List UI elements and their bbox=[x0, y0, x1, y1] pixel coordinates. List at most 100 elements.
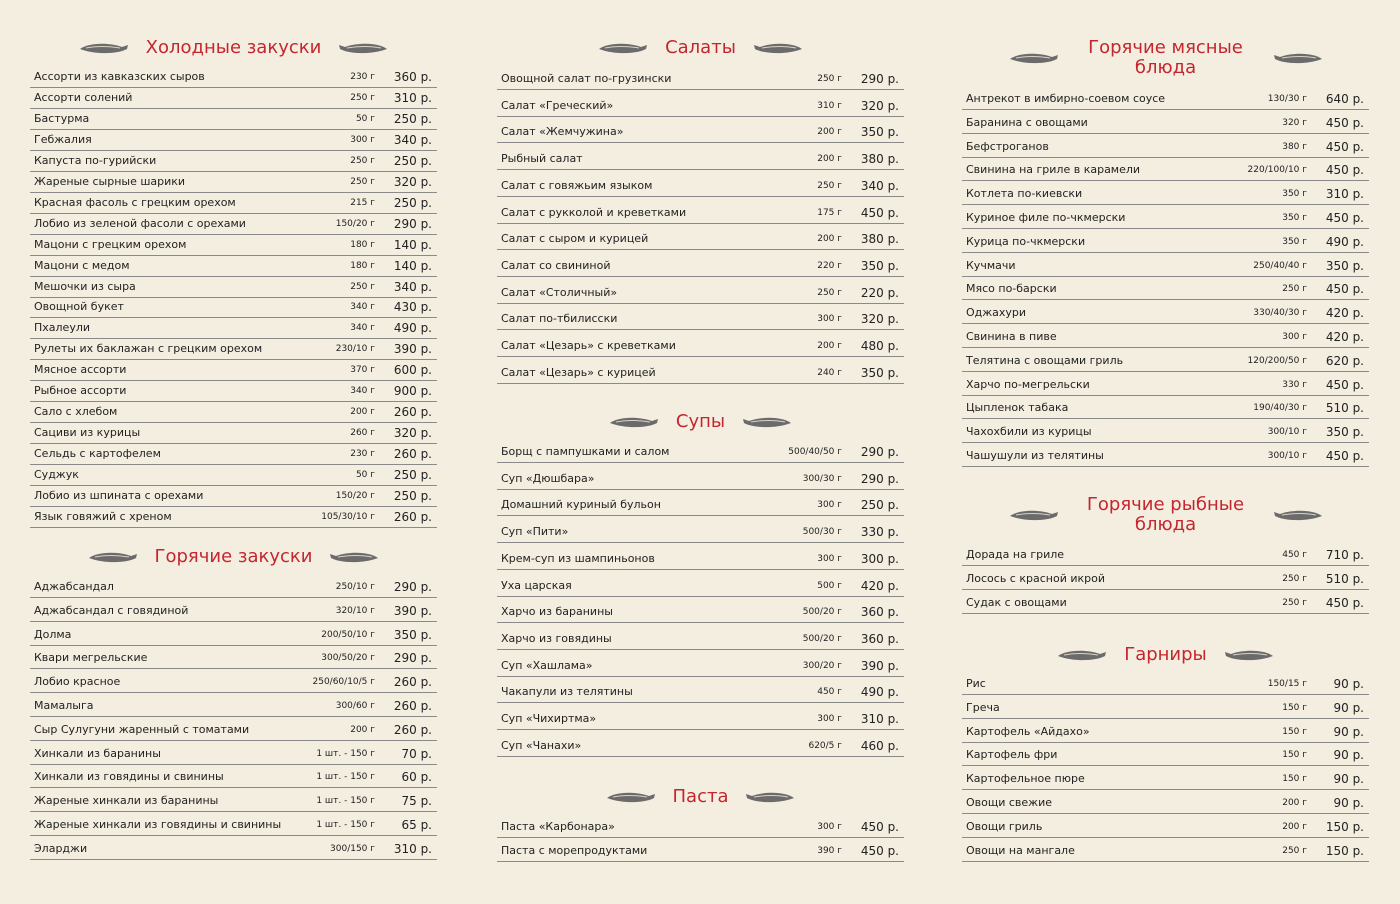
section-heading: Горячие закуски bbox=[30, 547, 437, 567]
section-title: Салаты bbox=[665, 37, 736, 58]
item-price: 450 р. bbox=[860, 205, 899, 220]
menu-item: Мацони с грецким орехом 180 г 140 р. bbox=[30, 235, 437, 256]
item-weight: 300 г bbox=[817, 714, 842, 724]
item-price: 250 р. bbox=[393, 195, 432, 210]
menu-item: Долма 200/50/10 г 350 р. bbox=[30, 625, 437, 646]
item-name: Лосось с красной икрой bbox=[966, 572, 1105, 585]
menu-item: Сациви из курицы 260 г 320 р. bbox=[30, 423, 437, 445]
menu-item: Красная фасоль с грецким орехом 215 г 250 … bbox=[30, 193, 437, 214]
menu-item: Салат «Греческий» 310 г 320 р. bbox=[497, 96, 904, 117]
section-title: Горячие рыбные блюда bbox=[1086, 494, 1245, 535]
item-weight: 320/10 г bbox=[335, 605, 375, 616]
menu-item: Картофельное пюре 150 г 90 р. bbox=[962, 769, 1369, 791]
item-price: 380 р. bbox=[860, 232, 899, 247]
item-name: Чакапули из телятины bbox=[501, 685, 633, 699]
item-weight: 120/200/50 г bbox=[1247, 355, 1307, 366]
item-weight: 200 г bbox=[817, 341, 842, 351]
menu-item: Салат с сыром и курицей 200 г 380 р. bbox=[497, 229, 904, 251]
item-name: Харчо из баранины bbox=[501, 605, 613, 619]
item-weight: 500/20 г bbox=[802, 607, 842, 618]
chili-icon bbox=[609, 417, 658, 428]
item-weight: 230 г bbox=[350, 72, 375, 82]
item-name: Салат «Столичный» bbox=[501, 285, 618, 299]
item-price: 300 р. bbox=[860, 551, 899, 566]
item-price: 290 р. bbox=[393, 216, 432, 231]
item-name: Харчо из говядины bbox=[501, 631, 612, 645]
item-weight: 200/50/10 г bbox=[321, 629, 375, 640]
item-name: Мацони с грецким орехом bbox=[34, 237, 187, 251]
menu-item: Квари мегрельские 300/50/20 г 290 р. bbox=[30, 648, 437, 670]
menu-item: Суп «Дюшбара» 300/30 г 290 р. bbox=[497, 469, 904, 490]
item-weight: 1 шт. - 150 г bbox=[316, 772, 375, 783]
item-weight: 330/40/30 г bbox=[1253, 308, 1307, 319]
item-weight: 220 г bbox=[817, 260, 842, 271]
item-price: 290 р. bbox=[860, 445, 899, 459]
menu-item: Суп «Чанахи» 620/5 г 460 р. bbox=[497, 736, 904, 757]
menu-item: Судак с овощами 250 г 450 р. bbox=[962, 593, 1369, 614]
item-weight: 300 г bbox=[350, 134, 375, 145]
item-weight: 250 г bbox=[817, 287, 842, 298]
item-name: Аджабсандал с говядиной bbox=[34, 603, 189, 617]
item-weight: 130/30 г bbox=[1267, 94, 1307, 104]
item-price: 490 р. bbox=[860, 685, 899, 700]
item-price: 390 р. bbox=[393, 342, 432, 357]
menu-item: Мамалыга 300/60 г 260 р. bbox=[30, 696, 437, 717]
menu-item: Жареные хинкали из баранины 1 шт. - 150 г… bbox=[30, 791, 437, 813]
menu-item: Эларджи 300/150 г 310 р. bbox=[30, 839, 437, 860]
menu-item: Салат по-тбилисски 300 г 320 р. bbox=[497, 309, 904, 331]
menu-item: Куриное филе по-чкмерски 350 г 450 р. bbox=[962, 208, 1369, 229]
item-price: 60 р. bbox=[401, 770, 432, 785]
item-price: 350 р. bbox=[860, 125, 899, 140]
item-weight: 250 г bbox=[1282, 574, 1307, 584]
menu-item: Крем-суп из шампиньонов 300 г 300 р. bbox=[497, 549, 904, 570]
item-name: Паста «Карбонара» bbox=[501, 820, 615, 833]
item-name: Хинкали из баранины bbox=[34, 746, 161, 760]
item-name: Уха царская bbox=[501, 578, 572, 592]
menu-item: Мясное ассорти 370 г 600 р. bbox=[30, 360, 437, 382]
item-weight: 215 г bbox=[350, 197, 375, 208]
item-name: Оджахури bbox=[966, 306, 1027, 320]
item-name: Сыр Сулугуни жаренный с томатами bbox=[34, 722, 250, 736]
item-name: Рыбный салат bbox=[501, 152, 583, 166]
item-weight: 150 г bbox=[1282, 702, 1307, 713]
section-heading: Салаты bbox=[497, 38, 904, 58]
menu-item: Бефстроганов 380 г 450 р. bbox=[962, 137, 1369, 158]
item-price: 450 р. bbox=[1325, 163, 1364, 178]
menu-item: Харчо из говядины 500/20 г 360 р. bbox=[497, 629, 904, 650]
item-name: Гебжалия bbox=[34, 132, 92, 146]
chili-icon bbox=[1058, 650, 1107, 661]
item-weight: 50 г bbox=[355, 113, 375, 124]
item-weight: 250/40/40 г bbox=[1253, 260, 1307, 271]
menu-item: Салат «Столичный» 250 г 220 р. bbox=[497, 283, 904, 304]
item-price: 260 р. bbox=[393, 699, 432, 713]
item-weight: 220/100/10 г bbox=[1247, 165, 1307, 176]
item-weight: 350 г bbox=[1282, 189, 1307, 200]
chili-icon bbox=[88, 552, 137, 563]
item-weight: 450 г bbox=[817, 687, 842, 698]
item-weight: 300 г bbox=[817, 314, 842, 325]
item-weight: 250 г bbox=[350, 155, 375, 166]
item-price: 450 р. bbox=[1325, 115, 1364, 130]
item-name: Ассорти из кавказских сыров bbox=[34, 70, 205, 83]
menu-item: Лосось с красной икрой 250 г 510 р. bbox=[962, 569, 1369, 590]
chili-icon bbox=[599, 43, 648, 54]
menu-item: Аджабсандал с говядиной 320/10 г 390 р. bbox=[30, 601, 437, 622]
menu-item: Хинкали из баранины 1 шт. - 150 г 70 р. bbox=[30, 744, 437, 765]
item-name: Квари мегрельские bbox=[34, 651, 148, 665]
menu-item: Чакапули из телятины 450 г 490 р. bbox=[497, 682, 904, 704]
item-weight: 50 г bbox=[355, 470, 375, 481]
item-weight: 1 шт. - 150 г bbox=[316, 796, 375, 807]
section-title: Паста bbox=[672, 786, 729, 807]
item-weight: 190/40/30 г bbox=[1253, 403, 1307, 414]
item-price: 320 р. bbox=[860, 98, 899, 113]
item-name: Суджук bbox=[34, 468, 79, 482]
menu-item: Капуста по-гурийски 250 г 250 р. bbox=[30, 151, 437, 172]
menu-item: Аджабсандал 250/10 г 290 р. bbox=[30, 577, 437, 598]
menu-item: Суп «Хашлама» 300/20 г 390 р. bbox=[497, 656, 904, 677]
item-name: Курица по-чкмерски bbox=[966, 234, 1086, 248]
item-name: Дорада на гриле bbox=[966, 548, 1065, 561]
item-name: Овощи на мангале bbox=[966, 843, 1075, 857]
item-weight: 300 г bbox=[817, 822, 842, 832]
item-price: 150 р. bbox=[1325, 843, 1364, 858]
